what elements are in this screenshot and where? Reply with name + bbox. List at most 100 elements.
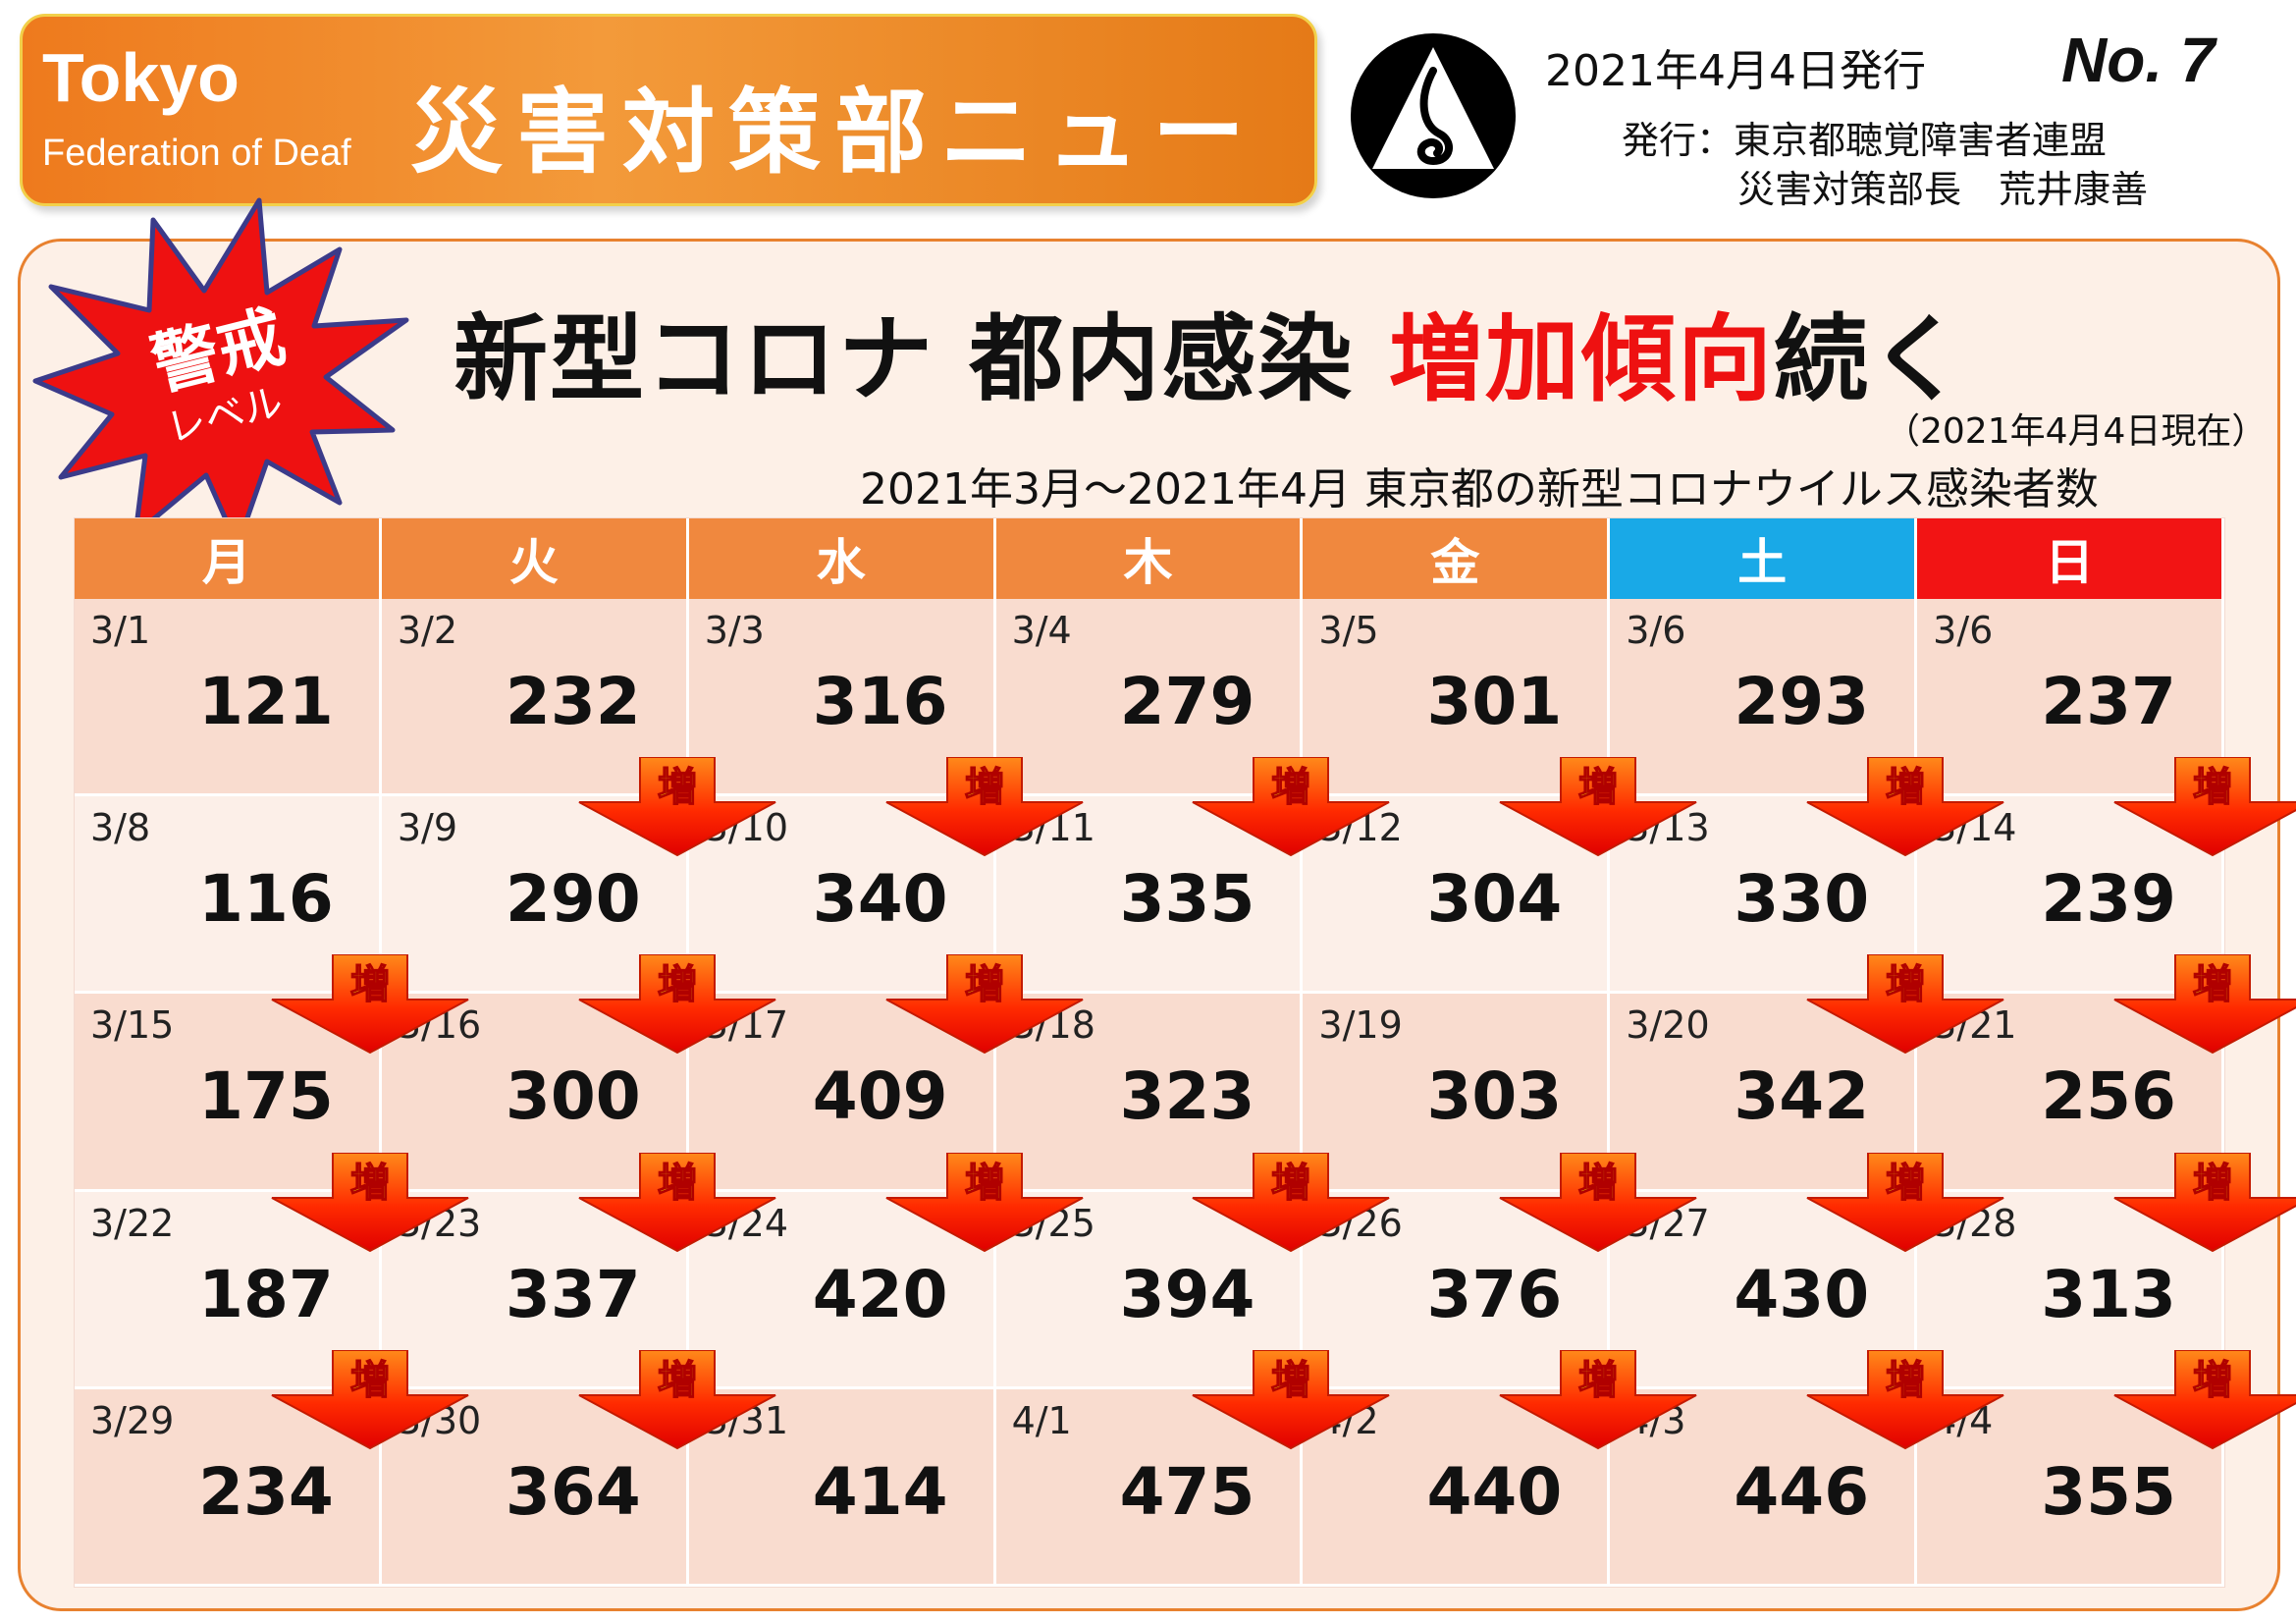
day-case-count: 232 xyxy=(505,664,641,739)
increase-label: 増 xyxy=(2193,765,2232,810)
day-case-count: 430 xyxy=(1734,1256,1870,1332)
day-case-count: 323 xyxy=(1119,1058,1255,1135)
calendar-day-cell: 3/5 301 xyxy=(1303,599,1611,797)
day-case-count: 121 xyxy=(198,664,334,739)
day-case-count: 293 xyxy=(1734,664,1870,739)
day-date: 3/4 xyxy=(1011,609,1072,652)
weekday-header: 木 xyxy=(995,518,1304,599)
increase-label: 増 xyxy=(2193,962,2232,1007)
increase-label: 増 xyxy=(658,1358,697,1403)
day-date: 3/2 xyxy=(397,609,457,652)
increase-arrow-icon: 増 xyxy=(1183,1349,1399,1450)
day-case-count: 394 xyxy=(1119,1256,1255,1332)
calendar-day-cell: 3/31 414 xyxy=(688,1388,996,1587)
day-date: 3/29 xyxy=(90,1398,175,1442)
increase-label: 増 xyxy=(965,1161,1004,1206)
headline-part: 新型コロナ 都内感染 xyxy=(454,304,1389,414)
publisher-line: 発行：東京都聴覚障害者連盟 xyxy=(1622,119,2108,162)
day-case-count: 290 xyxy=(505,861,641,938)
issue-number: No. 7 xyxy=(2061,25,2216,95)
headline-emphasis: 増加傾向 xyxy=(1388,304,1774,414)
increase-label: 増 xyxy=(1271,1161,1310,1206)
increase-arrow-icon: 増 xyxy=(1490,757,1706,857)
day-case-count: 316 xyxy=(812,664,948,739)
infection-calendar: 月火水木金土日 3/1 121 3/2 232 3/3 316 3/4 279 3/5 301 3/6… xyxy=(74,517,2296,1588)
increase-label: 増 xyxy=(965,962,1004,1007)
day-case-count: 303 xyxy=(1426,1058,1563,1135)
day-case-count: 376 xyxy=(1426,1256,1563,1332)
increase-label: 増 xyxy=(658,765,697,810)
day-case-count: 342 xyxy=(1734,1058,1870,1135)
calendar-day-cell: 3/6 293 xyxy=(1610,599,1918,797)
increase-label: 増 xyxy=(1271,1358,1310,1403)
day-case-count: 301 xyxy=(1426,664,1563,739)
day-date: 3/20 xyxy=(1626,1003,1710,1048)
alert-level-badge: 警戒 レベル xyxy=(32,197,409,549)
increase-label: 増 xyxy=(1578,1161,1618,1206)
day-case-count: 420 xyxy=(812,1256,948,1332)
calendar-day-cell: 3/4 279 xyxy=(995,599,1304,797)
day-case-count: 337 xyxy=(505,1256,641,1332)
day-case-count: 300 xyxy=(505,1058,641,1135)
day-date: 4/1 xyxy=(1011,1398,1072,1442)
calendar-subtitle: 2021年3月～2021年4月 東京都の新型コロナウイルス感染者数 xyxy=(860,464,2099,514)
increase-arrow-icon: 増 xyxy=(569,1349,785,1450)
issue-date: 2021年4月4日発行 xyxy=(1545,46,1926,96)
increase-arrow-icon: 増 xyxy=(1797,1349,2013,1450)
day-case-count: 340 xyxy=(812,861,948,938)
day-date: 3/3 xyxy=(704,609,765,652)
org-name-tokyo: Tokyo xyxy=(42,39,240,116)
increase-arrow-icon: 増 xyxy=(1797,954,2013,1055)
headline-part: 続く xyxy=(1773,304,1966,414)
day-case-count: 364 xyxy=(505,1453,641,1530)
day-date: 3/15 xyxy=(90,1003,175,1048)
day-case-count: 304 xyxy=(1426,861,1563,938)
day-date: 3/5 xyxy=(1318,609,1379,652)
increase-label: 増 xyxy=(1886,1161,1925,1206)
day-case-count: 234 xyxy=(198,1453,334,1530)
org-name-federation: Federation of Deaf xyxy=(42,133,351,174)
increase-label: 増 xyxy=(1271,765,1310,810)
calendar-day-cell: 3/8 116 xyxy=(75,796,382,995)
federation-logo-icon xyxy=(1351,33,1516,198)
day-case-count: 239 xyxy=(2041,861,2176,938)
increase-label: 増 xyxy=(2193,1161,2232,1206)
day-case-count: 175 xyxy=(198,1058,334,1135)
day-case-count: 409 xyxy=(812,1058,948,1135)
day-date: 3/8 xyxy=(90,806,151,850)
calendar-day-cell: 3/18 323 xyxy=(995,994,1304,1192)
increase-label: 増 xyxy=(350,1358,390,1403)
day-date: 3/19 xyxy=(1318,1003,1403,1048)
increase-arrow-icon: 増 xyxy=(569,954,785,1055)
increase-arrow-icon: 増 xyxy=(1183,757,1399,857)
headline: 新型コロナ 都内感染 増加傾向続く xyxy=(454,283,1966,419)
starburst-icon xyxy=(32,197,409,549)
increase-label: 増 xyxy=(1886,1358,1925,1403)
increase-label: 増 xyxy=(2193,1358,2232,1403)
increase-arrow-icon: 増 xyxy=(877,1152,1093,1253)
increase-label: 増 xyxy=(350,962,390,1007)
as-of-date: （2021年4月4日現在） xyxy=(1885,411,2268,452)
day-date: 3/1 xyxy=(90,609,151,652)
day-case-count: 414 xyxy=(812,1453,948,1530)
increase-arrow-icon: 増 xyxy=(569,1152,785,1253)
day-case-count: 313 xyxy=(2041,1256,2176,1332)
increase-label: 増 xyxy=(658,962,697,1007)
increase-label: 増 xyxy=(965,765,1004,810)
increase-arrow-icon: 増 xyxy=(2105,1152,2296,1253)
weekday-header: 水 xyxy=(688,518,996,599)
increase-label: 増 xyxy=(350,1161,390,1206)
increase-label: 増 xyxy=(1886,765,1925,810)
day-case-count: 116 xyxy=(198,861,334,938)
calendar-day-cell: 3/19 303 xyxy=(1303,994,1611,1192)
increase-label: 増 xyxy=(1578,1358,1618,1403)
increase-arrow-icon: 増 xyxy=(877,757,1093,857)
weekday-header: 金 xyxy=(1303,518,1611,599)
weekday-header: 日 xyxy=(1917,518,2224,599)
increase-arrow-icon: 増 xyxy=(2105,1349,2296,1450)
day-case-count: 187 xyxy=(198,1256,334,1332)
day-case-count: 355 xyxy=(2041,1453,2176,1530)
weekday-header: 火 xyxy=(381,518,689,599)
increase-arrow-icon: 増 xyxy=(1797,757,2013,857)
increase-arrow-icon: 増 xyxy=(569,757,785,857)
